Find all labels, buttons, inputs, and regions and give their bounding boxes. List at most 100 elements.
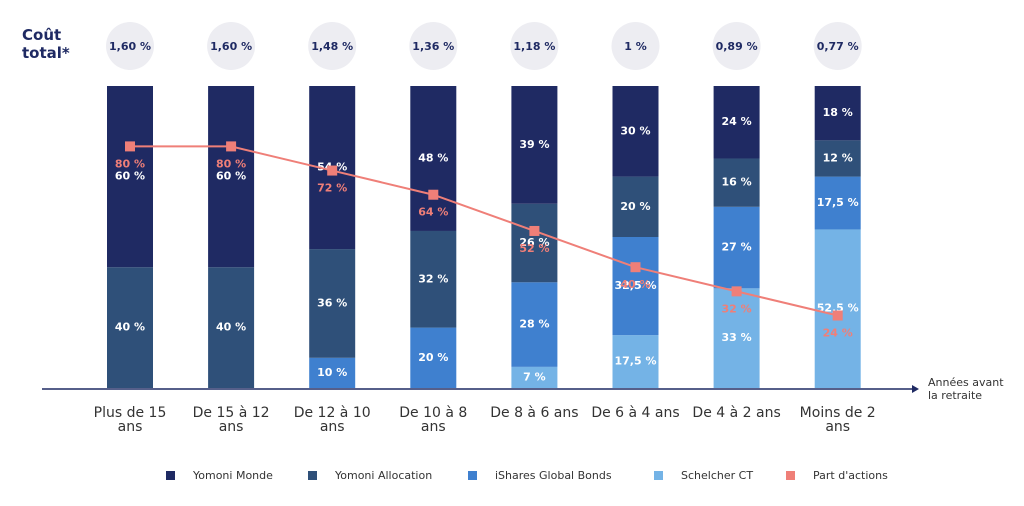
bar-segment — [410, 327, 457, 388]
axis-arrow — [912, 385, 919, 393]
bar-segment — [511, 203, 558, 283]
cost-label: 1,48 % — [311, 40, 353, 53]
x-axis-label: Années avant la retraite — [928, 376, 1004, 402]
cost-label: 1,60 % — [109, 40, 151, 53]
bar-segment — [107, 86, 153, 268]
x-tick-label: De 15 à 12 ans — [192, 405, 270, 435]
x-tick-label: Plus de 15 ans — [93, 405, 167, 435]
segment-label: 30 % — [620, 124, 650, 137]
bar-segment — [107, 267, 153, 388]
bar-segment — [410, 86, 457, 231]
legend-swatch — [786, 471, 795, 480]
segment-label: 26 % — [519, 236, 549, 249]
bar-segment — [814, 229, 861, 388]
segment-label: 33 % — [722, 331, 752, 344]
segment-label: 12 % — [823, 151, 853, 164]
x-tick-label: De 4 à 2 ans — [692, 405, 781, 421]
line-label: 24 % — [823, 327, 853, 340]
x-tick-label: Moins de 2 ans — [799, 405, 876, 435]
cost-badge — [106, 22, 154, 70]
bar-segment — [309, 357, 356, 388]
cost-label: 0,89 % — [716, 40, 758, 53]
x-tick-label: De 8 à 6 ans — [490, 405, 579, 421]
cost-label: 0,77 % — [817, 40, 859, 53]
segment-label: 7 % — [523, 370, 546, 383]
x-tick-label: De 12 à 10 ans — [293, 405, 371, 435]
legend-label: Schelcher CT — [681, 469, 754, 482]
segment-label: 39 % — [519, 138, 549, 151]
cost-badge — [409, 22, 458, 70]
bar-segment — [511, 366, 558, 388]
bar-segment — [612, 86, 659, 177]
legend-label: Part d'actions — [813, 469, 888, 482]
segment-label: 36 % — [317, 296, 347, 309]
legend-label: Yomoni Monde — [193, 469, 273, 482]
segment-label: 17,5 % — [615, 355, 657, 368]
line-marker — [529, 225, 540, 236]
bar-segment — [208, 86, 255, 268]
x-tick-label: De 10 à 8 ans — [399, 405, 468, 435]
bar-segment — [208, 267, 255, 388]
segment-label: 48 % — [418, 151, 448, 164]
segment-label: 32,5 % — [615, 279, 657, 292]
line-label: 64 % — [418, 206, 448, 219]
segment-label: 28 % — [519, 318, 549, 331]
segment-label: 20 % — [620, 200, 650, 213]
cost-badge — [308, 22, 357, 70]
segment-label: 27 % — [722, 241, 752, 254]
bar-segment — [713, 86, 760, 159]
line-label: 40 % — [620, 278, 650, 291]
cost-label: 1,18 % — [513, 40, 555, 53]
legend-swatch — [654, 471, 663, 480]
cost-badge — [207, 22, 256, 70]
segment-label: 32 % — [418, 272, 448, 285]
line — [130, 145, 838, 317]
bar-segment — [814, 140, 861, 177]
legend-swatch — [468, 471, 477, 480]
cost-badge — [611, 22, 660, 70]
legend-label: iShares Global Bonds — [495, 469, 612, 482]
line-label: 52 % — [519, 242, 549, 255]
bar-segment — [713, 288, 760, 388]
bar-segment — [814, 86, 861, 141]
segment-label: 16 % — [722, 176, 752, 189]
segment-label: 24 % — [722, 115, 752, 128]
bar-segment — [309, 249, 356, 358]
bar-segment — [612, 335, 659, 388]
bar-segment — [814, 176, 861, 230]
bar-segment — [511, 282, 558, 367]
cost-title: Coût total* — [22, 26, 70, 62]
cost-label: 1,36 % — [412, 40, 454, 53]
line-marker — [630, 262, 641, 273]
line-marker — [731, 286, 742, 297]
line-marker — [327, 165, 338, 176]
bar-segment — [713, 158, 760, 207]
segment-label: 40 % — [216, 321, 246, 334]
line-label: 80 % — [115, 157, 145, 170]
legend-label: Yomoni Allocation — [335, 469, 433, 482]
legend-swatch — [166, 471, 175, 480]
segment-label: 60 % — [216, 170, 246, 183]
bar-segment — [511, 86, 558, 204]
segment-label: 18 % — [823, 106, 853, 119]
line-marker — [125, 141, 135, 152]
segment-label: 52,5 % — [817, 302, 859, 315]
segment-label: 20 % — [418, 351, 448, 364]
line-label: 80 % — [216, 157, 246, 170]
segment-label: 17,5 % — [817, 196, 859, 209]
line-label: 32 % — [722, 302, 752, 315]
cost-label: 1 % — [624, 40, 647, 53]
line-marker — [428, 189, 439, 200]
bar-segment — [612, 176, 659, 237]
cost-label: 1,60 % — [210, 40, 252, 53]
segment-label: 10 % — [317, 366, 347, 379]
line-marker — [226, 141, 237, 152]
x-tick-label: De 6 à 4 ans — [591, 405, 680, 421]
cost-badge — [510, 22, 559, 70]
legend-swatch — [308, 471, 317, 480]
bar-segment — [612, 237, 659, 336]
line-label: 72 % — [317, 182, 347, 195]
line-marker — [832, 310, 843, 321]
cost-badge — [813, 22, 862, 70]
